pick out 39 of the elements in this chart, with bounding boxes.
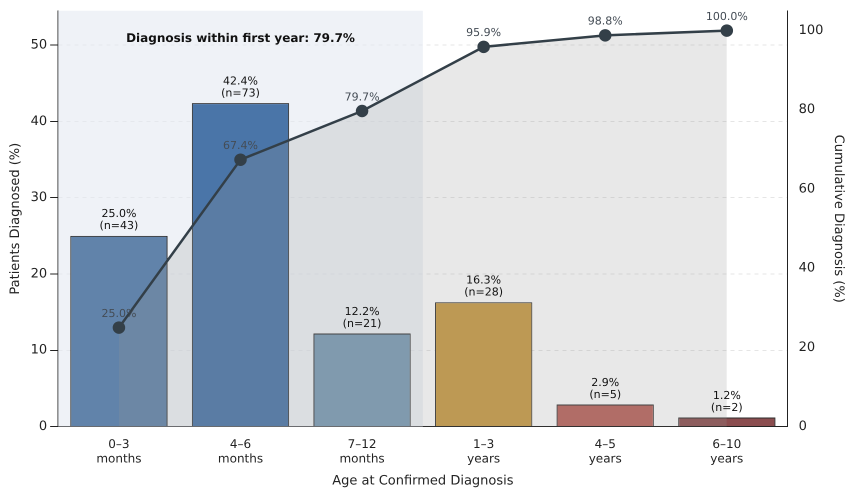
data-label: 2.9% (n=5) [589,376,622,401]
x-tick-label: 1–3 years [467,436,500,466]
data-label: 16.3% (n=28) [464,274,504,299]
y2-tick-label: 0 [798,418,807,434]
y2-tick-label: 40 [798,260,816,276]
point [477,40,490,54]
y-tick-label: 0 [38,418,48,434]
y-axis-title: Patients Diagnosed (%) [8,142,24,295]
data-label: 42.4% (n=73) [221,74,260,100]
data-label: 67.4% [223,139,258,152]
x-tick-label: 7–12 months [339,436,385,466]
data-label: 79.7% [344,90,380,104]
y-tick-label: 50 [30,38,48,53]
y2-axis-title: Cumulative Diagnosis (%) [830,134,846,303]
data-label: 12.2% (n=21) [342,304,382,330]
y2-tick-label: 60 [798,181,816,196]
y2-tick-label: 80 [798,102,816,118]
point [356,104,368,118]
x-axis-title: Age at Confirmed Diagnosis [332,474,514,489]
x-tick-label: 6–10 years [710,436,744,466]
point [720,24,734,37]
y-tick-label: 10 [30,342,48,358]
data-label: 98.8% [588,14,623,28]
data-label: 1.2% (n=2) [710,388,743,414]
y2-tick-label: 20 [798,340,816,355]
x-tick-label: 0–3 months [96,436,142,466]
point [598,29,612,42]
y-tick-label: 20 [30,266,48,282]
x-tick-label: 4–6 months [218,436,264,466]
data-label: 100.0% [706,10,748,23]
y-tick-label: 30 [30,190,48,206]
point [234,153,247,166]
y-tick-label: 40 [30,114,48,129]
point [112,321,126,334]
y2-tick-label: 100 [798,22,824,38]
data-label: 95.9% [466,26,502,40]
band-label: Diagnosis within first year: 79.7% [126,30,355,45]
data-label: 25.0% (n=43) [100,207,138,232]
x-tick-label: 4–5 years [588,436,622,466]
